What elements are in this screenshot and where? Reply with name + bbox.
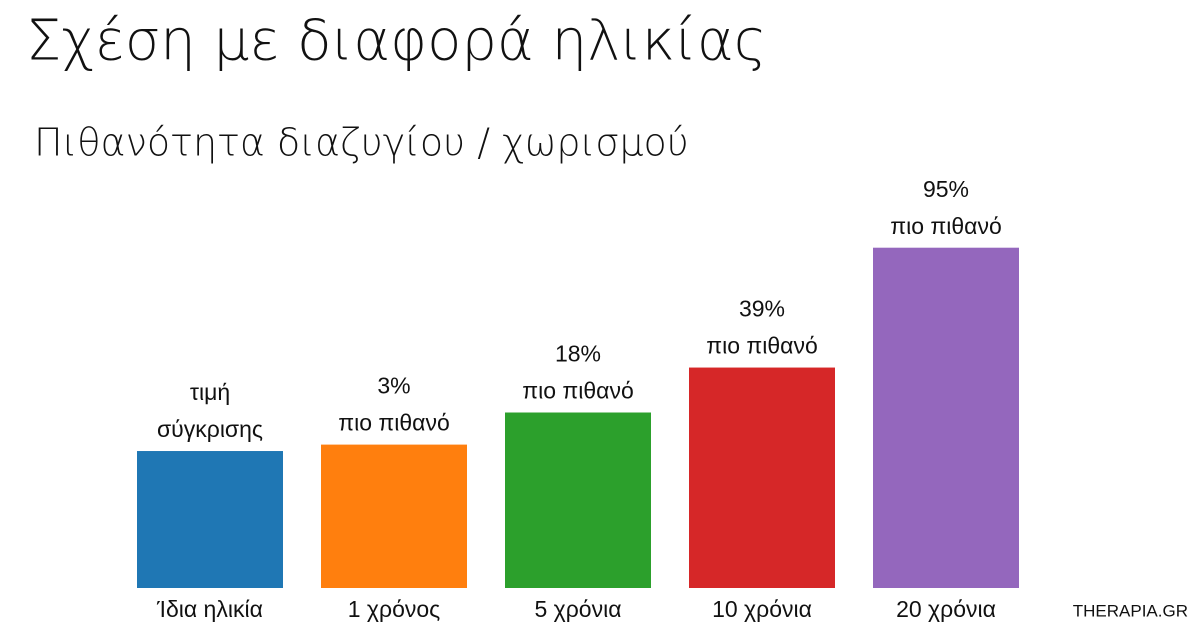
x-tick-label: 20 χρόνια: [896, 596, 996, 622]
watermark: THERAPIA.GR: [1073, 601, 1188, 620]
chart-title: Σχέση με διαφορά ηλικίας: [26, 8, 767, 73]
chart-subtitle: Πιθανότητα διαζυγίου / χωρισμού: [34, 121, 689, 165]
data-label: πιο πιθανό: [338, 410, 450, 436]
x-tick-label: 10 χρόνια: [712, 596, 812, 622]
data-label: 95%: [923, 176, 969, 202]
data-label: 39%: [739, 296, 785, 322]
data-label: 18%: [555, 341, 601, 367]
bar: [505, 412, 651, 588]
bar: [321, 444, 467, 588]
bar: [689, 367, 835, 588]
data-label: 3%: [377, 373, 410, 399]
data-label: πιο πιθανό: [706, 333, 818, 359]
data-label: τιμή: [190, 379, 230, 405]
x-tick-label: 1 χρόνος: [348, 596, 441, 622]
data-label: σύγκρισης: [157, 416, 263, 442]
data-label: πιο πιθανό: [890, 213, 1002, 239]
x-tick-label: Ίδια ηλικία: [156, 596, 263, 622]
x-tick-label: 5 χρόνια: [534, 596, 621, 622]
data-label: πιο πιθανό: [522, 378, 634, 404]
bar: [873, 247, 1019, 588]
bar: [137, 451, 283, 588]
